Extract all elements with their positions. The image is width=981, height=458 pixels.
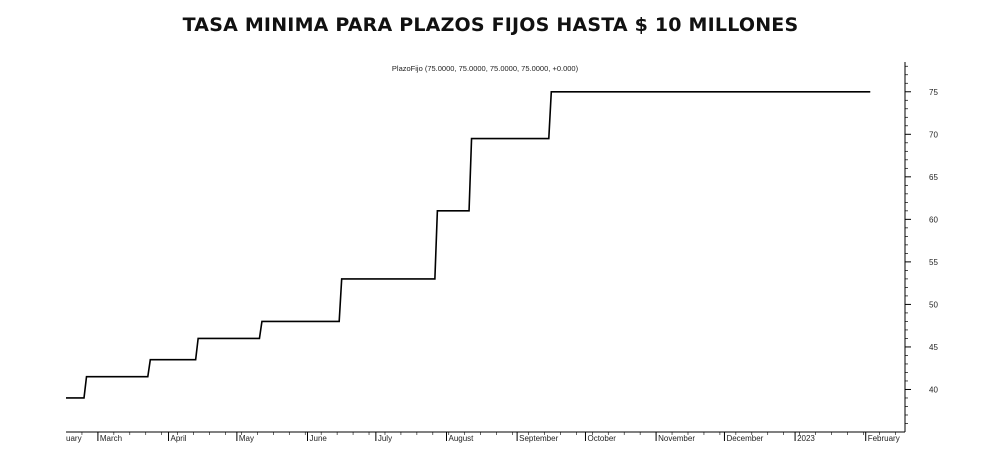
x-tick-label: August [448, 434, 474, 443]
x-tick-label: September [519, 434, 558, 443]
series-legend: PlazoFijo (75.0000, 75.0000, 75.0000, 75… [392, 64, 579, 73]
x-tick-label: May [239, 434, 254, 443]
x-tick-label: 2023 [797, 434, 815, 443]
y-axis-ticks: 40 45 50 55 60 65 70 75 [905, 88, 938, 394]
x-axis-ticks: uary March April May June July August September… [66, 432, 900, 443]
y-tick-label: 40 [929, 385, 938, 394]
x-tick-label: December [726, 434, 763, 443]
y-tick-label: 65 [929, 173, 938, 182]
x-tick-label: April [171, 434, 187, 443]
y-tick-label: 50 [929, 300, 938, 309]
page-title: TASA MINIMA PARA PLAZOS FIJOS HASTA $ 10… [182, 14, 799, 36]
x-tick-label: November [658, 434, 695, 443]
x-tick-label: June [310, 434, 328, 443]
y-tick-label: 60 [929, 215, 938, 224]
x-tick-label: March [100, 434, 122, 443]
x-tick-label: February [868, 434, 900, 443]
x-tick-label: uary [66, 434, 82, 443]
y-minor-ticks [905, 65, 908, 424]
x-tick-label: July [378, 434, 392, 443]
y-tick-label: 75 [929, 88, 938, 97]
y-tick-label: 45 [929, 343, 938, 352]
series-line-plazofijo [66, 90, 871, 399]
y-tick-label: 55 [929, 258, 938, 267]
y-tick-label: 70 [929, 130, 938, 139]
plot-frame [66, 62, 906, 433]
x-tick-label: October [587, 434, 616, 443]
